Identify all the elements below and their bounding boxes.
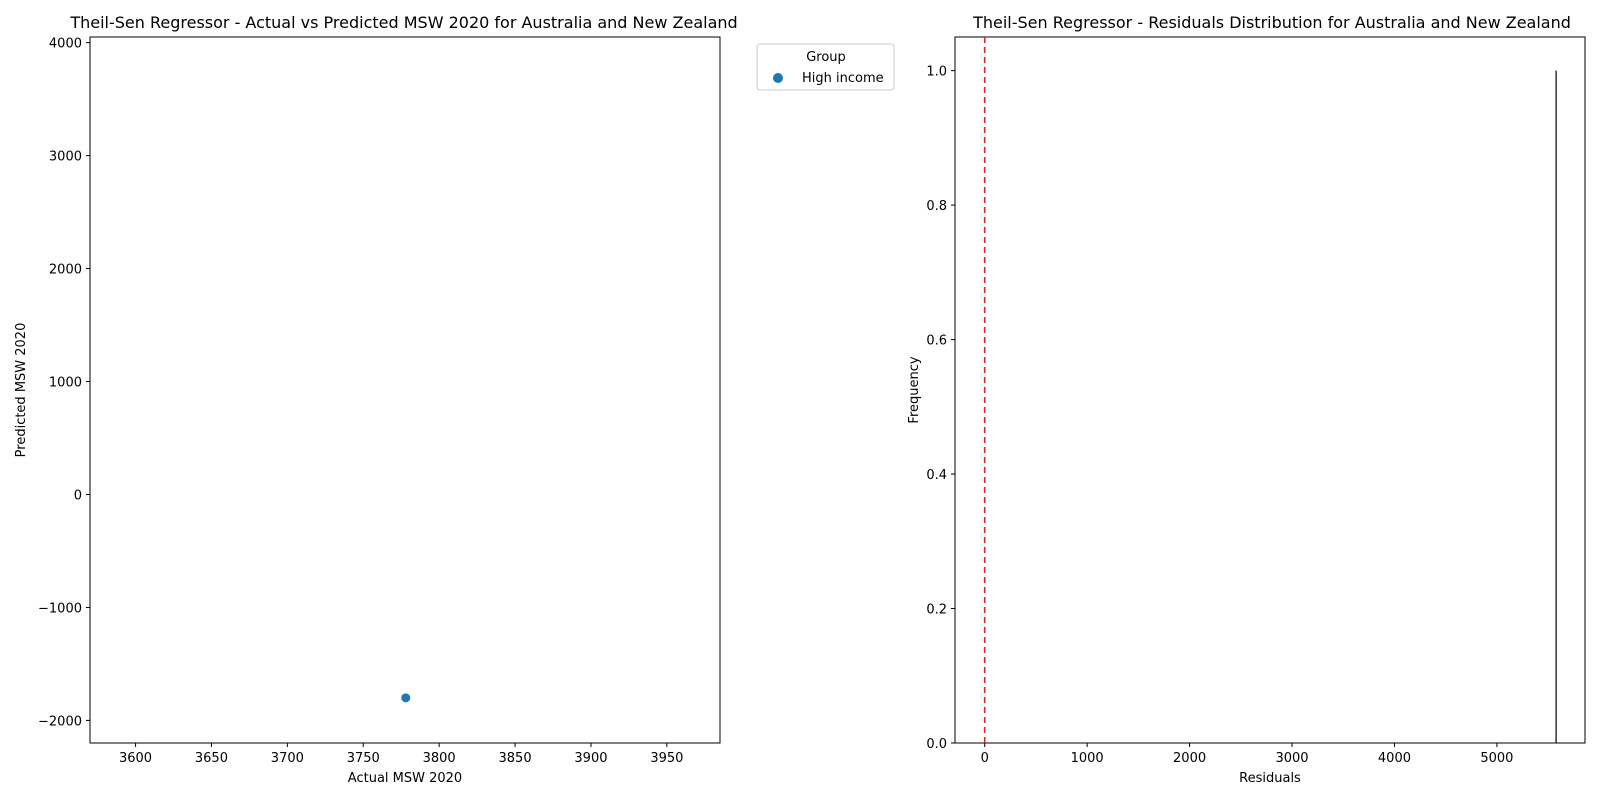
histogram-y-tick-label: 0.0 (926, 737, 947, 752)
histogram-y-tick-label: 1.0 (926, 65, 947, 80)
scatter-y-axis-label: Predicted MSW 2020 (14, 323, 29, 458)
scatter-points (401, 693, 411, 703)
scatter-x-axis: 3600 3650 3700 3750 3800 3850 3900 3950 (119, 743, 683, 766)
scatter-x-tick-label: 3600 (119, 751, 152, 766)
scatter-x-tick-label: 3650 (195, 751, 228, 766)
histogram-title: Theil-Sen Regressor - Residuals Distribu… (972, 13, 1571, 32)
histogram-plot-frame (954, 36, 1586, 744)
scatter-y-tick-label: 1000 (49, 376, 82, 391)
scatter-x-tick-label: 3950 (650, 751, 683, 766)
scatter-y-tick-label: 4000 (49, 37, 82, 52)
histogram-y-tick-label: 0.4 (926, 468, 947, 483)
histogram-y-tick-label: 0.2 (926, 603, 947, 618)
scatter-y-tick-label: 2000 (49, 263, 82, 278)
legend-marker-high-income (773, 73, 783, 83)
scatter-x-axis-label: Actual MSW 2020 (348, 771, 462, 786)
scatter-y-tick-label: −1000 (38, 601, 82, 616)
scatter-y-tick-label: 3000 (49, 150, 82, 165)
histogram-y-axis-label: Frequency (907, 356, 922, 423)
scatter-y-axis: −2000 −1000 0 1000 2000 3000 4000 (38, 37, 90, 729)
legend-title: Group (806, 50, 846, 65)
histogram-x-tick-label: 4000 (1378, 751, 1411, 766)
histogram-x-tick-label: 1000 (1071, 751, 1104, 766)
histogram-x-tick-label: 2000 (1173, 751, 1206, 766)
legend-box (756, 43, 895, 91)
scatter-y-tick-label: 0 (74, 488, 82, 503)
legend: Group High income (756, 43, 895, 91)
scatter-x-tick-label: 3700 (271, 751, 304, 766)
histogram-y-tick-label: 0.6 (926, 334, 947, 349)
histogram-x-axis: 0 1000 2000 3000 4000 5000 (981, 743, 1513, 766)
scatter-plot-frame (89, 36, 721, 744)
legend-entry-high-income: High income (802, 71, 884, 86)
histogram-x-axis-label: Residuals (1239, 771, 1301, 786)
scatter-point (401, 693, 411, 703)
histogram-x-tick-label: 0 (981, 751, 989, 766)
scatter-title: Theil-Sen Regressor - Actual vs Predicte… (69, 13, 737, 32)
scatter-panel: Theil-Sen Regressor - Actual vs Predicte… (14, 13, 895, 786)
histogram-y-tick-label: 0.8 (926, 199, 947, 214)
histogram-panel: Theil-Sen Regressor - Residuals Distribu… (907, 13, 1586, 786)
histogram-y-axis: 0.0 0.2 0.4 0.6 0.8 1.0 (926, 65, 955, 752)
histogram-x-tick-label: 3000 (1275, 751, 1308, 766)
scatter-y-tick-label: −2000 (38, 714, 82, 729)
scatter-x-tick-label: 3850 (499, 751, 532, 766)
scatter-x-tick-label: 3800 (423, 751, 456, 766)
scatter-x-tick-label: 3900 (574, 751, 607, 766)
histogram-x-tick-label: 5000 (1480, 751, 1513, 766)
scatter-x-tick-label: 3750 (347, 751, 380, 766)
